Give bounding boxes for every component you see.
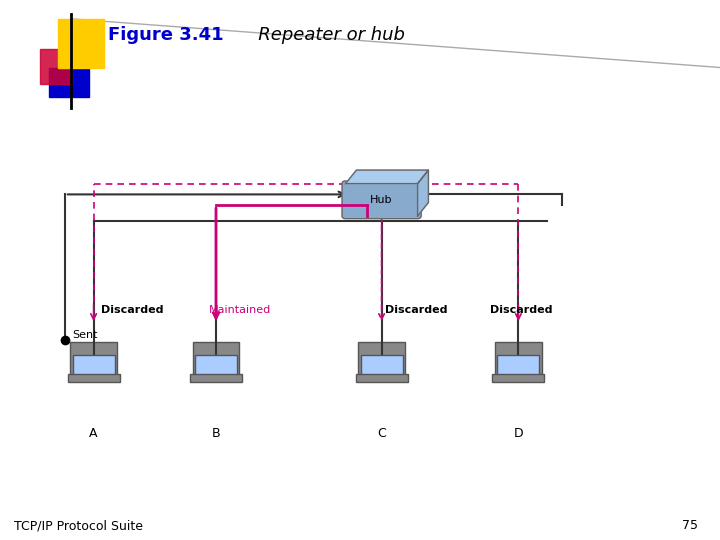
Bar — [356, 374, 408, 382]
Bar — [71, 342, 117, 377]
Bar — [40, 49, 72, 84]
Text: Discarded: Discarded — [385, 305, 448, 315]
Bar — [190, 374, 242, 382]
Bar — [49, 68, 89, 97]
Bar — [361, 355, 402, 377]
Bar — [195, 355, 237, 377]
Text: Maintained: Maintained — [209, 305, 271, 315]
Text: Discarded: Discarded — [101, 305, 163, 315]
Bar — [193, 342, 239, 377]
Text: A: A — [89, 427, 98, 440]
Text: Figure 3.41: Figure 3.41 — [108, 26, 224, 44]
Text: Discarded: Discarded — [490, 305, 552, 315]
Text: Hub: Hub — [370, 195, 393, 205]
Bar — [73, 355, 114, 377]
Text: B: B — [212, 427, 220, 440]
FancyBboxPatch shape — [342, 181, 421, 219]
Bar — [498, 355, 539, 377]
Bar — [359, 342, 405, 377]
Bar — [495, 342, 541, 377]
Text: Repeater or hub: Repeater or hub — [241, 26, 405, 44]
Text: D: D — [513, 427, 523, 440]
Bar — [58, 19, 104, 68]
Text: 75: 75 — [683, 519, 698, 532]
Polygon shape — [418, 170, 428, 216]
Text: C: C — [377, 427, 386, 440]
Bar — [68, 374, 120, 382]
Bar — [492, 374, 544, 382]
Text: Sent: Sent — [72, 329, 97, 340]
Text: TCP/IP Protocol Suite: TCP/IP Protocol Suite — [14, 519, 143, 532]
Polygon shape — [346, 170, 428, 184]
